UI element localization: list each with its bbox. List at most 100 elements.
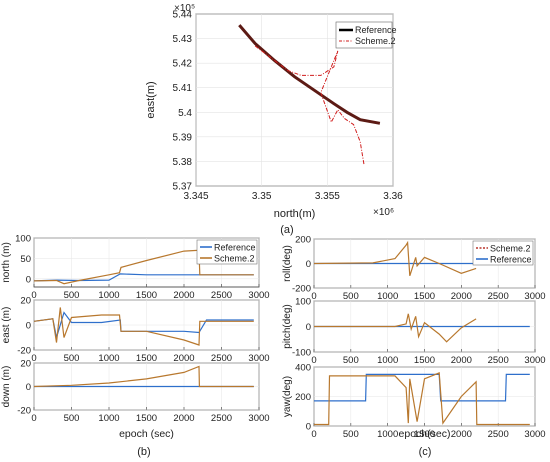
- plot-a-ytick-label: 5.44: [173, 10, 193, 21]
- plot-c-xtick-label: 2000: [451, 291, 472, 302]
- plot-a-ytick-label: 5.39: [173, 132, 193, 143]
- plot-a-xtick-label: 3.35: [252, 191, 272, 202]
- plot-c-xtick-label: 3000: [524, 355, 545, 366]
- plot-b-xtick-label: 1500: [136, 413, 157, 424]
- plot-a-reference-line: [238, 24, 381, 125]
- plot-b-panel-2-ylabel: down (m): [1, 366, 12, 408]
- plot-a-xtick-label: 3.355: [315, 191, 340, 202]
- plot-b-xtick-label: 1500: [136, 290, 157, 301]
- plot-c-ytick-label: -200: [292, 284, 311, 295]
- plot-b-ytick-label: 0: [26, 274, 31, 285]
- plot-c-xtick-label: 1500: [414, 291, 435, 302]
- plot-b-ytick-label: 0: [26, 321, 31, 332]
- plot-c-xtick-label: 2500: [488, 355, 509, 366]
- plot-b-ytick-label: 100: [15, 234, 31, 245]
- plot-a-ytick-label: 5.41: [173, 83, 193, 94]
- plot-b-xtick-label: 1000: [98, 413, 119, 424]
- plot-b-legend-box: [196, 239, 258, 265]
- plot-b-panel-1-series-scheme2: [33, 307, 254, 346]
- plot-c-xtick-label: 500: [343, 429, 359, 440]
- plot-c-xtick-label: 1500: [414, 429, 435, 440]
- plot-c-ytick-label: -100: [292, 348, 311, 359]
- plot-c-legend-label-scheme2: Scheme.2: [490, 244, 531, 254]
- plot-a-legend-box: [335, 21, 393, 49]
- plot-a-xlabel: north(m): [274, 208, 316, 220]
- plot-b-legend-label-reference: Reference: [214, 243, 256, 253]
- plot-b-xtick-label: 3000: [248, 290, 269, 301]
- plot-b-xtick-label: 1000: [98, 290, 119, 301]
- plot-c-xtick-label: 0: [311, 291, 316, 302]
- plot-b-panel-2-series-scheme2: [33, 365, 254, 388]
- plot-c-panel-2-series-scheme2: [314, 372, 530, 426]
- plot-c-panel-0-series-scheme2: [313, 240, 477, 276]
- plot-b-ytick-label: 0: [26, 382, 31, 393]
- plot-c-xtick-label: 0: [311, 355, 316, 366]
- plot-b-xtick-label: 500: [64, 290, 80, 301]
- caption-c: (c): [419, 446, 432, 458]
- plot-a-xtick-label: 3.36: [383, 191, 403, 202]
- plot-a-scheme2-line: [254, 45, 365, 166]
- plot-c-xtick-label: 2000: [451, 355, 472, 366]
- plot-b-ytick-label: 20: [20, 359, 31, 370]
- plot-c-ytick-label: 200: [295, 235, 311, 246]
- plot-a-legend-reference-label: Reference: [355, 25, 397, 35]
- plot-a-ytick-label: 5.4: [178, 108, 192, 119]
- plot-b-ytick-label: 20: [20, 296, 31, 307]
- plot-c-xtick-label: 0: [311, 429, 316, 440]
- plot-b-xtick-label: 2000: [173, 353, 194, 364]
- plot-c-xlabel: epoch(sec): [399, 428, 451, 440]
- plot-b-xtick-label: 2500: [211, 353, 232, 364]
- plot-a-legend-scheme2-label: Scheme.2: [355, 36, 396, 46]
- plot-c-panel-1-series-scheme2: [314, 313, 477, 343]
- plot-b-xtick-label: 3000: [248, 413, 269, 424]
- plot-b-xtick-label: 1500: [136, 353, 157, 364]
- plot-c-xtick-label: 500: [343, 291, 359, 302]
- caption-b: (b): [137, 446, 150, 458]
- plot-a-x-exponent: ×10⁶: [373, 207, 394, 218]
- plot-b-panel-0-series-scheme2: [33, 249, 254, 285]
- plot-c-xtick-label: 1500: [414, 355, 435, 366]
- plot-b-ytick-label: 50: [20, 254, 31, 265]
- plot-c-legend-box: [472, 240, 534, 266]
- plot-a-ytick-label: 5.43: [173, 34, 193, 45]
- plot-b-panel-1-ylabel: east (m): [1, 307, 12, 344]
- plot-c-xtick-label: 2000: [451, 429, 472, 440]
- plot-c-xtick-label: 2500: [488, 429, 509, 440]
- plot-c-ytick-label: 400: [295, 363, 311, 374]
- plot-a-xtick-label: 3.345: [183, 191, 208, 202]
- plot-c-ytick-label: 100: [295, 297, 311, 308]
- plot-b-ytick-label: -20: [17, 406, 31, 417]
- plot-b-xtick-label: 500: [64, 353, 80, 364]
- plot-c-legend-label-reference: Reference: [490, 255, 532, 265]
- plot-b-panel-0-ylabel: north (m): [1, 242, 12, 283]
- plot-b-xlabel: epoch (sec): [119, 428, 174, 440]
- plot-a-y-exponent: ×10⁵: [174, 3, 195, 14]
- plot-b-xtick-label: 2000: [173, 290, 194, 301]
- plot-c-xtick-label: 1000: [377, 429, 398, 440]
- plot-b-xtick-label: 1000: [98, 353, 119, 364]
- plot-c-ytick-label: 0: [306, 322, 311, 333]
- plot-c-ytick-label: 200: [295, 392, 311, 403]
- plot-c-ytick-label: 0: [306, 422, 311, 433]
- plot-b-xtick-label: 2000: [173, 413, 194, 424]
- plot-b-xtick-label: 3000: [248, 353, 269, 364]
- caption-a: (a): [280, 224, 293, 236]
- plot-c-xtick-label: 2500: [488, 291, 509, 302]
- plot-a-ytick-label: 5.37: [173, 182, 193, 193]
- plot-c-xtick-label: 1000: [377, 355, 398, 366]
- plot-c-panel-2-ylabel: yaw(deg): [282, 376, 293, 417]
- plot-b-xtick-label: 0: [31, 290, 36, 301]
- plot-a-ytick-label: 5.38: [173, 157, 193, 168]
- plot-c-ytick-label: 0: [306, 259, 311, 270]
- plot-b-ytick-label: -20: [17, 346, 31, 357]
- plot-c-xtick-label: 500: [343, 355, 359, 366]
- plot-b-xtick-label: 500: [64, 413, 80, 424]
- plot-c-panel-1-ylabel: pitch(deg): [282, 304, 293, 348]
- plot-b-xtick-label: 0: [31, 413, 36, 424]
- plot-b-legend-label-scheme2: Scheme.2: [214, 254, 255, 264]
- plot-a-ylabel: east(m): [145, 81, 157, 118]
- plot-b-xtick-label: 2500: [211, 413, 232, 424]
- plot-c-xtick-label: 3000: [524, 291, 545, 302]
- plot-b-xtick-label: 0: [31, 353, 36, 364]
